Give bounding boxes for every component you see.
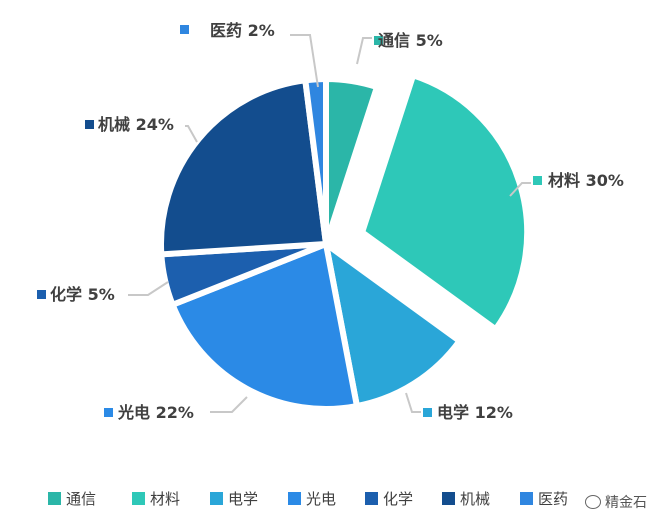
watermark: 精金石	[585, 492, 647, 512]
data-labels: 通信 5% 材料 30% 电学 12% 光电 22% 化学 5% 机械 24% 医药 2%	[37, 21, 624, 422]
data-label-5: 机械 24%	[98, 115, 174, 134]
legend-swatch-4	[365, 492, 378, 505]
legend-swatch-1	[132, 492, 145, 505]
label-leader-lines	[128, 34, 531, 413]
leader-line-3	[210, 396, 248, 413]
legend-label-4: 化学	[383, 490, 413, 508]
leader-line-4	[128, 281, 169, 296]
data-label-marker-5	[85, 120, 94, 129]
data-label-6: 医药 2%	[210, 21, 275, 40]
legend-swatch-2	[210, 492, 223, 505]
leader-line-6	[290, 34, 319, 88]
leader-line-2	[405, 392, 421, 413]
data-label-1: 材料 30%	[548, 171, 624, 190]
data-label-marker-0	[374, 36, 383, 45]
data-label-marker-4	[37, 290, 46, 299]
leader-line-0	[356, 37, 372, 65]
pie-slice-1	[358, 71, 531, 334]
pie-slice-5	[158, 76, 330, 258]
pie-slice-2	[321, 237, 464, 410]
pie-slices	[158, 71, 531, 412]
data-label-2: 电学 12%	[437, 403, 513, 422]
data-label-marker-3	[104, 408, 113, 417]
legend-label-5: 机械	[460, 490, 490, 508]
pie-slice-6	[301, 75, 329, 245]
legend-label-0: 通信	[66, 490, 96, 508]
data-label-3: 光电 22%	[117, 403, 194, 422]
data-label-marker-6	[180, 25, 189, 34]
legend-swatch-6	[520, 492, 533, 505]
legend-label-1: 材料	[150, 490, 180, 508]
legend-swatch-3	[288, 492, 301, 505]
legend-label-6: 医药	[538, 490, 568, 508]
legend-swatch-5	[442, 492, 455, 505]
leader-line-5	[185, 125, 198, 143]
legend: 通信 材料 电学 光电 化学 机械 医药	[48, 490, 568, 508]
legend-label-2: 电学	[228, 490, 258, 508]
data-label-4: 化学 5%	[50, 285, 115, 304]
watermark-text: 精金石	[605, 495, 647, 511]
wechat-icon	[585, 495, 601, 509]
legend-swatch-0	[48, 492, 61, 505]
pie-slice-3	[168, 239, 361, 412]
data-label-0: 通信 5%	[378, 31, 443, 50]
data-label-marker-2	[423, 408, 432, 417]
legend-label-3: 光电	[306, 490, 336, 508]
leader-line-1	[509, 182, 531, 197]
data-label-marker-1	[533, 176, 542, 185]
